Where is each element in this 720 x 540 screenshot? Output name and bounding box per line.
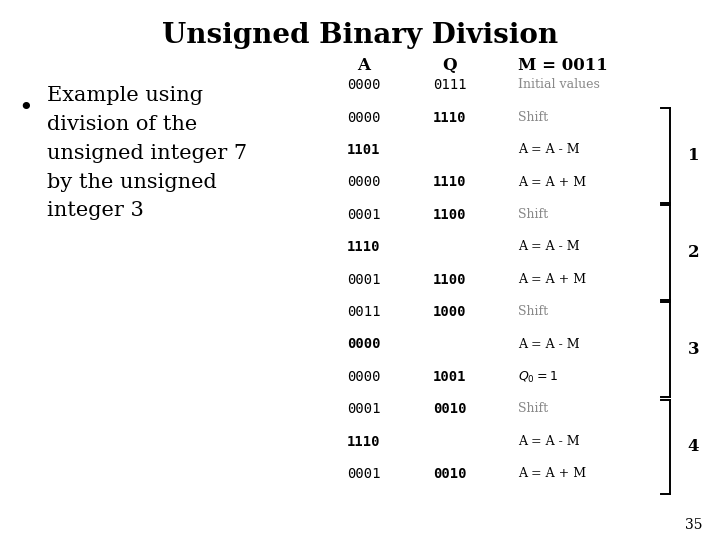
Text: 0011: 0011 <box>347 305 380 319</box>
Text: 1101: 1101 <box>347 143 380 157</box>
Text: 1110: 1110 <box>433 176 467 190</box>
Text: 0000: 0000 <box>347 338 380 352</box>
Text: A = A - M: A = A - M <box>518 338 580 350</box>
Text: 4: 4 <box>688 438 699 455</box>
Text: 1001: 1001 <box>433 370 467 384</box>
Text: 2: 2 <box>688 244 699 261</box>
Text: 1100: 1100 <box>433 208 467 222</box>
Text: 0000: 0000 <box>347 78 380 92</box>
Text: Shift: Shift <box>518 402 549 415</box>
Text: 0001: 0001 <box>347 273 380 287</box>
Text: 0010: 0010 <box>433 467 467 481</box>
Text: 0001: 0001 <box>347 467 380 481</box>
Text: $Q_0 = 1$: $Q_0 = 1$ <box>518 370 558 385</box>
Text: A = A + M: A = A + M <box>518 273 587 286</box>
Text: A = A - M: A = A - M <box>518 435 580 448</box>
Text: Shift: Shift <box>518 111 549 124</box>
Text: 1100: 1100 <box>433 273 467 287</box>
Text: Shift: Shift <box>518 305 549 318</box>
Text: 0111: 0111 <box>433 78 467 92</box>
Text: A: A <box>357 57 370 73</box>
Text: Q: Q <box>443 57 457 73</box>
Text: M = 0011: M = 0011 <box>518 57 608 73</box>
Text: 1110: 1110 <box>347 435 380 449</box>
Text: Initial values: Initial values <box>518 78 600 91</box>
Text: 0001: 0001 <box>347 402 380 416</box>
Text: A = A + M: A = A + M <box>518 467 587 480</box>
Text: •: • <box>18 97 32 120</box>
Text: Example using
division of the
unsigned integer 7
by the unsigned
integer 3: Example using division of the unsigned i… <box>47 86 247 220</box>
Text: 1110: 1110 <box>433 111 467 125</box>
Text: Shift: Shift <box>518 208 549 221</box>
Text: 3: 3 <box>688 341 699 358</box>
Text: 0000: 0000 <box>347 111 380 125</box>
Text: A = A - M: A = A - M <box>518 240 580 253</box>
Text: Unsigned Binary Division: Unsigned Binary Division <box>162 22 558 49</box>
Text: 0001: 0001 <box>347 208 380 222</box>
Text: A = A + M: A = A + M <box>518 176 587 188</box>
Text: 0010: 0010 <box>433 402 467 416</box>
Text: 35: 35 <box>685 518 702 532</box>
Text: 1110: 1110 <box>347 240 380 254</box>
Text: A = A - M: A = A - M <box>518 143 580 156</box>
Text: 0000: 0000 <box>347 176 380 190</box>
Text: 1: 1 <box>688 147 699 164</box>
Text: 1000: 1000 <box>433 305 467 319</box>
Text: 0000: 0000 <box>347 370 380 384</box>
